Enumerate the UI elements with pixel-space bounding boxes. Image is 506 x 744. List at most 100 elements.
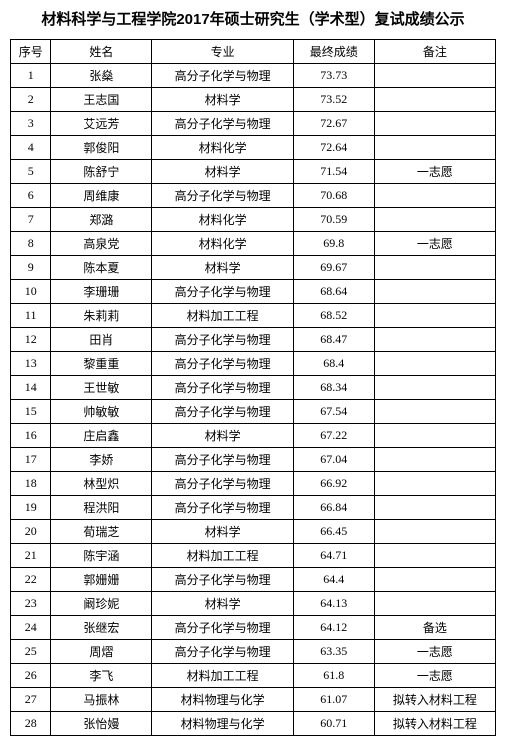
cell-name: 周维康: [51, 184, 152, 208]
cell-name: 程洪阳: [51, 496, 152, 520]
table-row: 21陈宇涵材料加工工程64.71: [11, 544, 496, 568]
cell-name: 林型炽: [51, 472, 152, 496]
table-row: 22郭姗姗高分子化学与物理64.4: [11, 568, 496, 592]
cell-note: [374, 544, 495, 568]
cell-score: 61.8: [293, 664, 374, 688]
table-row: 14王世敏高分子化学与物理68.34: [11, 376, 496, 400]
cell-major: 高分子化学与物理: [152, 376, 293, 400]
cell-score: 63.35: [293, 640, 374, 664]
table-row: 19程洪阳高分子化学与物理66.84: [11, 496, 496, 520]
cell-note: [374, 400, 495, 424]
table-row: 11朱莉莉材料加工工程68.52: [11, 304, 496, 328]
cell-major: 材料化学: [152, 232, 293, 256]
table-row: 2王志国材料学73.52: [11, 88, 496, 112]
cell-score: 67.54: [293, 400, 374, 424]
cell-score: 66.84: [293, 496, 374, 520]
page-title: 材料科学与工程学院2017年硕士研究生（学术型）复试成绩公示: [10, 8, 496, 29]
cell-note: [374, 88, 495, 112]
table-row: 10李珊珊高分子化学与物理68.64: [11, 280, 496, 304]
cell-name: 李飞: [51, 664, 152, 688]
cell-score: 64.71: [293, 544, 374, 568]
cell-note: 拟转入材料工程: [374, 688, 495, 712]
cell-score: 64.12: [293, 616, 374, 640]
cell-seq: 8: [11, 232, 51, 256]
cell-note: 一志愿: [374, 160, 495, 184]
cell-note: 一志愿: [374, 232, 495, 256]
table-row: 4郭俊阳材料化学72.64: [11, 136, 496, 160]
cell-seq: 3: [11, 112, 51, 136]
cell-note: [374, 448, 495, 472]
header-note: 备注: [374, 40, 495, 64]
cell-name: 张燊: [51, 64, 152, 88]
table-row: 20荀瑞芝材料学66.45: [11, 520, 496, 544]
table-row: 12田肖高分子化学与物理68.47: [11, 328, 496, 352]
cell-note: [374, 424, 495, 448]
cell-major: 材料学: [152, 592, 293, 616]
cell-score: 72.64: [293, 136, 374, 160]
cell-name: 周熠: [51, 640, 152, 664]
table-row: 3艾远芳高分子化学与物理72.67: [11, 112, 496, 136]
cell-score: 61.07: [293, 688, 374, 712]
cell-score: 69.8: [293, 232, 374, 256]
cell-major: 材料化学: [152, 136, 293, 160]
cell-name: 朱莉莉: [51, 304, 152, 328]
table-row: 15帅敏敏高分子化学与物理67.54: [11, 400, 496, 424]
cell-score: 68.47: [293, 328, 374, 352]
cell-major: 高分子化学与物理: [152, 472, 293, 496]
table-row: 6周维康高分子化学与物理70.68: [11, 184, 496, 208]
cell-major: 材料物理与化学: [152, 712, 293, 736]
cell-seq: 1: [11, 64, 51, 88]
cell-name: 马振林: [51, 688, 152, 712]
cell-note: [374, 136, 495, 160]
cell-name: 高泉党: [51, 232, 152, 256]
cell-name: 郑潞: [51, 208, 152, 232]
table-row: 1张燊高分子化学与物理73.73: [11, 64, 496, 88]
cell-name: 王世敏: [51, 376, 152, 400]
cell-note: [374, 496, 495, 520]
table-row: 16庄启鑫材料学67.22: [11, 424, 496, 448]
cell-major: 材料化学: [152, 208, 293, 232]
cell-seq: 2: [11, 88, 51, 112]
cell-score: 73.52: [293, 88, 374, 112]
table-row: 9陈本夏材料学69.67: [11, 256, 496, 280]
cell-major: 材料加工工程: [152, 544, 293, 568]
cell-major: 高分子化学与物理: [152, 616, 293, 640]
table-body: 1张燊高分子化学与物理73.732王志国材料学73.523艾远芳高分子化学与物理…: [11, 64, 496, 736]
cell-major: 材料学: [152, 424, 293, 448]
cell-seq: 13: [11, 352, 51, 376]
header-major: 专业: [152, 40, 293, 64]
header-name: 姓名: [51, 40, 152, 64]
cell-name: 陈舒宁: [51, 160, 152, 184]
cell-note: [374, 376, 495, 400]
cell-score: 64.13: [293, 592, 374, 616]
cell-seq: 15: [11, 400, 51, 424]
cell-note: [374, 280, 495, 304]
cell-score: 73.73: [293, 64, 374, 88]
table-row: 13黎重重高分子化学与物理68.4: [11, 352, 496, 376]
cell-score: 68.52: [293, 304, 374, 328]
cell-major: 高分子化学与物理: [152, 112, 293, 136]
cell-score: 67.04: [293, 448, 374, 472]
cell-seq: 7: [11, 208, 51, 232]
cell-name: 王志国: [51, 88, 152, 112]
cell-seq: 14: [11, 376, 51, 400]
cell-note: [374, 328, 495, 352]
cell-major: 高分子化学与物理: [152, 280, 293, 304]
cell-seq: 22: [11, 568, 51, 592]
cell-note: [374, 184, 495, 208]
cell-seq: 17: [11, 448, 51, 472]
results-table: 序号 姓名 专业 最终成绩 备注 1张燊高分子化学与物理73.732王志国材料学…: [10, 39, 496, 736]
cell-major: 高分子化学与物理: [152, 568, 293, 592]
cell-seq: 28: [11, 712, 51, 736]
cell-note: 备选: [374, 616, 495, 640]
table-row: 5陈舒宁材料学71.54一志愿: [11, 160, 496, 184]
table-row: 8高泉党材料化学69.8一志愿: [11, 232, 496, 256]
cell-seq: 26: [11, 664, 51, 688]
header-score: 最终成绩: [293, 40, 374, 64]
cell-major: 材料物理与化学: [152, 688, 293, 712]
cell-note: 一志愿: [374, 664, 495, 688]
header-row: 序号 姓名 专业 最终成绩 备注: [11, 40, 496, 64]
cell-note: [374, 568, 495, 592]
cell-seq: 11: [11, 304, 51, 328]
cell-seq: 16: [11, 424, 51, 448]
